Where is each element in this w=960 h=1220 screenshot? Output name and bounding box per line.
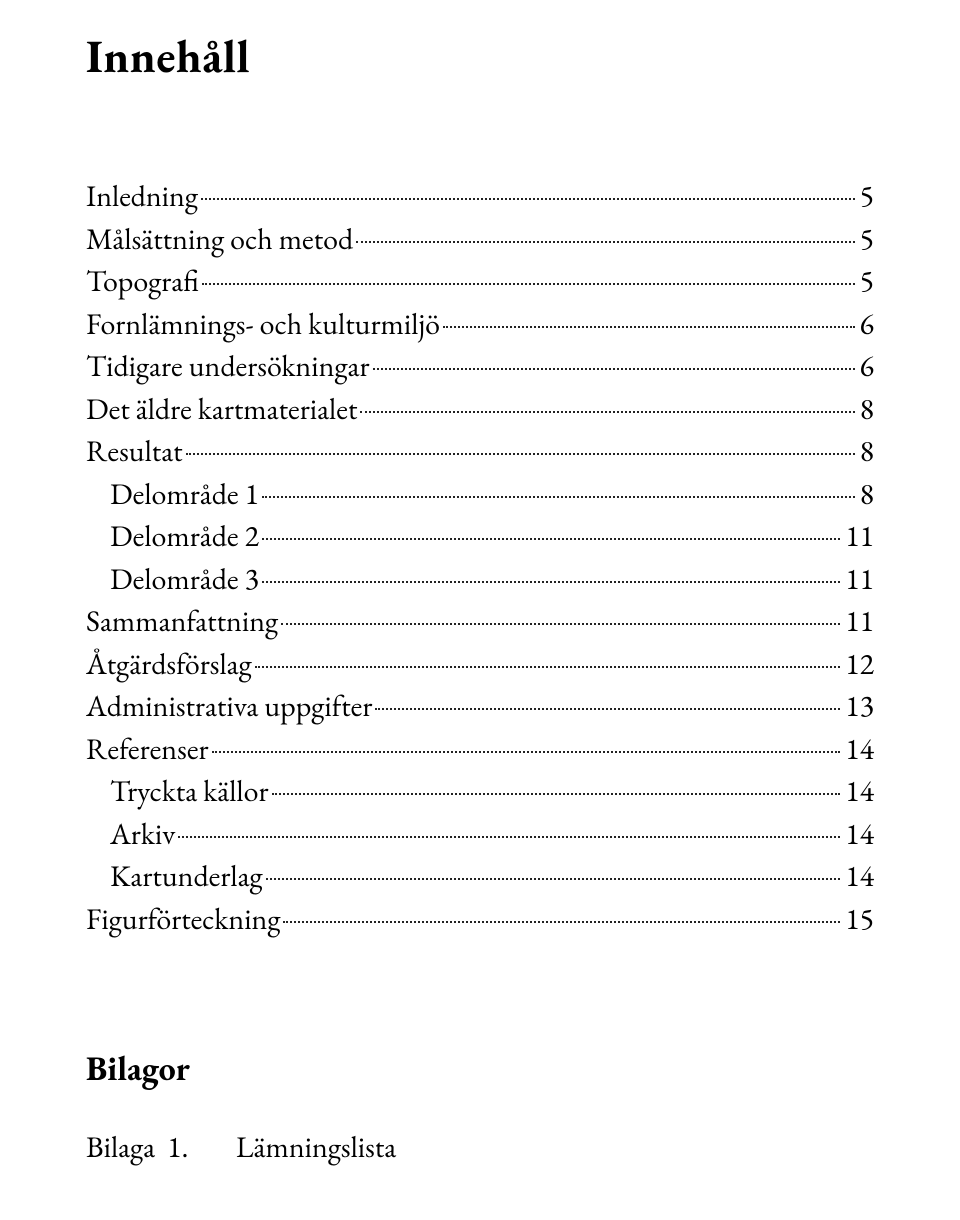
toc-entry-label: Referenser	[86, 729, 209, 770]
toc-entry: Åtgärdsförslag 12	[86, 644, 874, 685]
toc-entry-label: Sammanfattning	[86, 601, 278, 642]
toc-entry-label: Arkiv	[86, 814, 175, 855]
toc-entry-page: 6	[858, 304, 874, 345]
toc-dot-leader	[178, 835, 840, 838]
toc-dot-leader	[375, 707, 840, 710]
document-title: Innehåll	[86, 26, 874, 86]
toc-entry: Tryckta källor 14	[86, 771, 874, 812]
toc-entry: Referenser 14	[86, 729, 874, 770]
toc-entry-label: Delområde 3	[86, 559, 259, 600]
toc-dot-leader	[202, 282, 855, 285]
bilaga-number: Bilaga 1.	[86, 1127, 236, 1166]
toc-entry-page: 8	[858, 474, 874, 515]
toc-entry-label: Det äldre kartmaterialet	[86, 389, 357, 430]
toc-entry: Inledning 5	[86, 176, 874, 217]
toc-entry: Figurförteckning 15	[86, 899, 874, 940]
toc-entry-page: 11	[843, 516, 874, 557]
toc-entry-page: 14	[843, 771, 874, 812]
toc-entry-page: 8	[858, 431, 874, 472]
toc-entry: Delområde 1 8	[86, 474, 874, 515]
toc-entry: Delområde 3 11	[86, 559, 874, 600]
toc-entry: Målsättning och metod 5	[86, 219, 874, 260]
toc-entry: Sammanfattning 11	[86, 601, 874, 642]
toc-dot-leader	[373, 367, 855, 370]
toc-entry: Delområde 2 11	[86, 516, 874, 557]
toc-dot-leader	[443, 325, 855, 328]
toc-dot-leader	[262, 495, 855, 498]
toc-entry: Topografi 5	[86, 261, 874, 302]
toc-entry: Resultat 8	[86, 431, 874, 472]
toc-entry-page: 5	[858, 219, 874, 260]
toc-entry-page: 13	[843, 686, 874, 727]
toc-entry: Det äldre kartmaterialet 8	[86, 389, 874, 430]
toc-entry-label: Topografi	[86, 261, 199, 302]
toc-entry-label: Tryckta källor	[86, 771, 269, 812]
toc-entry-label: Delområde 1	[86, 474, 259, 515]
toc-entry-label: Inledning	[86, 176, 198, 217]
toc-entry-label: Delområde 2	[86, 516, 259, 557]
toc-dot-leader	[262, 537, 840, 540]
page: Innehåll Inledning5Målsättning och metod…	[0, 0, 960, 1220]
toc-entry: Tidigare undersökningar 6	[86, 346, 874, 387]
toc-entry-page: 14	[843, 729, 874, 770]
toc-entry-page: 12	[843, 644, 874, 685]
toc-dot-leader	[266, 877, 841, 880]
bilagor-list: Bilaga 1.Lämningslista	[86, 1127, 874, 1166]
toc-dot-leader	[283, 920, 840, 923]
toc-dot-leader	[272, 792, 841, 795]
toc-entry: Administrativa uppgifter 13	[86, 686, 874, 727]
toc-entry-label: Åtgärdsförslag	[86, 644, 252, 685]
toc-dot-leader	[255, 665, 841, 668]
toc-entry-page: 11	[843, 601, 874, 642]
toc-dot-leader	[262, 580, 840, 583]
bilagor-heading: Bilagor	[86, 1047, 874, 1091]
toc-entry-label: Figurförteckning	[86, 899, 280, 940]
toc-dot-leader	[281, 622, 840, 625]
toc-entry-page: 11	[843, 559, 874, 600]
toc-dot-leader	[360, 410, 854, 413]
toc-entry-page: 5	[858, 261, 874, 302]
toc-entry-label: Tidigare undersökningar	[86, 346, 370, 387]
table-of-contents: Inledning5Målsättning och metod5Topograf…	[86, 176, 874, 939]
toc-entry-page: 14	[843, 814, 874, 855]
toc-entry-page: 6	[858, 346, 874, 387]
toc-dot-leader	[201, 197, 855, 200]
toc-entry-page: 14	[843, 856, 874, 897]
bilaga-entry: Bilaga 1.Lämningslista	[86, 1127, 874, 1166]
toc-entry-page: 5	[858, 176, 874, 217]
toc-entry-label: Kartunderlag	[86, 856, 263, 897]
toc-entry: Fornlämnings- och kulturmiljö 6	[86, 304, 874, 345]
toc-entry-label: Resultat	[86, 431, 183, 472]
toc-entry: Arkiv 14	[86, 814, 874, 855]
toc-entry-page: 8	[858, 389, 874, 430]
toc-entry-page: 15	[843, 899, 874, 940]
toc-entry-label: Administrativa uppgifter	[86, 686, 372, 727]
bilaga-title: Lämningslista	[236, 1127, 396, 1166]
toc-entry: Kartunderlag 14	[86, 856, 874, 897]
toc-dot-leader	[186, 452, 855, 455]
toc-dot-leader	[356, 240, 854, 243]
toc-dot-leader	[212, 750, 841, 753]
toc-entry-label: Målsättning och metod	[86, 219, 353, 260]
toc-entry-label: Fornlämnings- och kulturmiljö	[86, 304, 440, 345]
